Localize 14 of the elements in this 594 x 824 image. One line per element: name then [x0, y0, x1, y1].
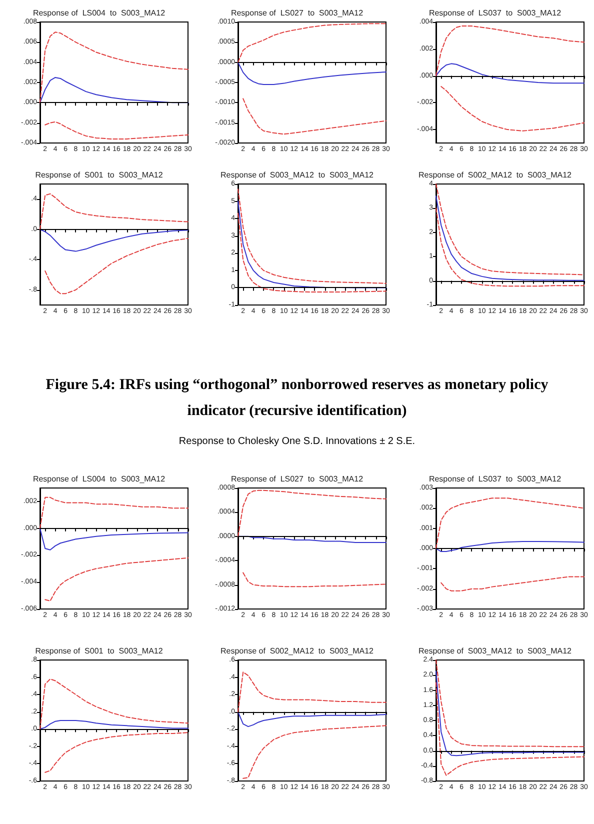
chart-title: Response of S001 to S003_MA12 [35, 646, 164, 656]
chart-title: Response of S001 to S003_MA12 [35, 170, 164, 180]
chart-title: Response of LS037 to S003_MA12 [428, 474, 562, 484]
chart-title: Response of LS004 to S003_MA12 [32, 474, 166, 484]
chart-title: Response of S003_MA12 to S003_MA12 [418, 646, 572, 656]
chart-title: Response of LS037 to S003_MA12 [428, 8, 562, 18]
chart-title: Response of LS027 to S003_MA12 [230, 8, 364, 18]
chart-title: Response of S002_MA12 to S003_MA12 [220, 646, 374, 656]
caption: Figure 5.4: IRFs using “orthogonal” nonborrowed reserves as monetary policy indicator (recursive identification) [44, 376, 550, 421]
chart-title: Response of S002_MA12 to S003_MA12 [418, 170, 572, 180]
chart-title: Response of LS027 to S003_MA12 [230, 474, 364, 484]
chart-title: Response of S003_MA12 to S003_MA12 [220, 170, 374, 180]
text: Response to Cholesky One S.D. Innovations ± 2 S.E. [178, 436, 416, 447]
chart-title: Response of LS004 to S003_MA12 [32, 8, 166, 18]
